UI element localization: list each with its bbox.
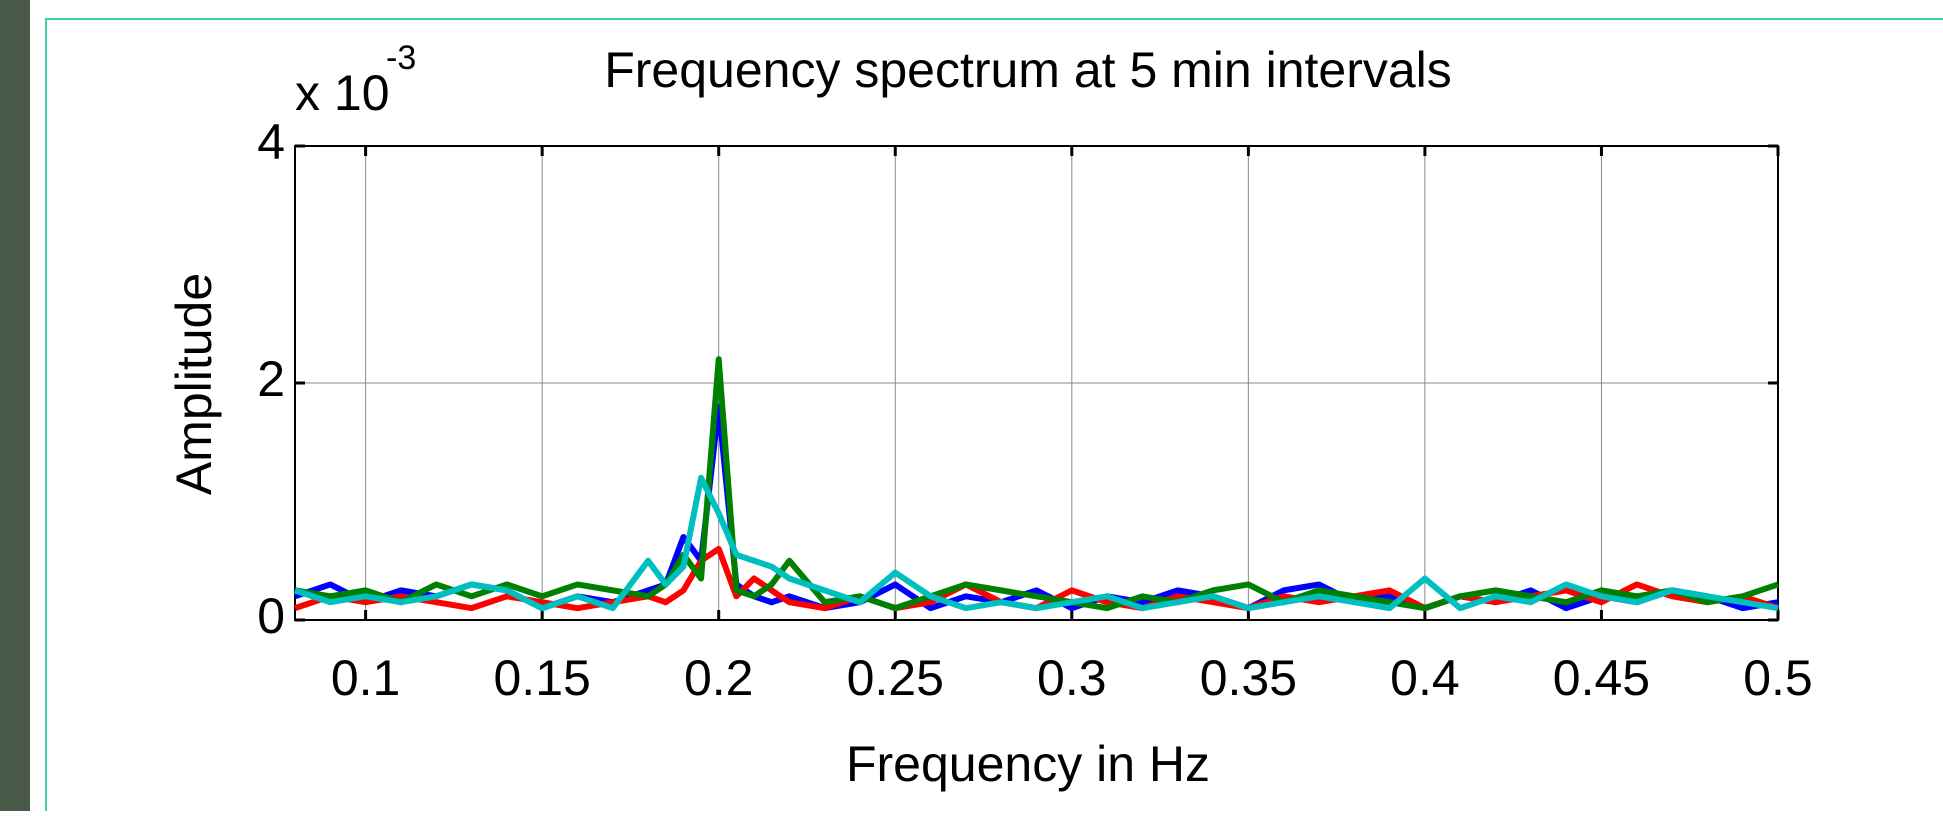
- x-tick-label: 0.45: [1553, 650, 1650, 706]
- x-tick-label: 0.35: [1200, 650, 1297, 706]
- x-tick-label: 0.2: [684, 650, 754, 706]
- x-axis-label: Frequency in Hz: [846, 736, 1210, 792]
- y-tick-label: 2: [257, 351, 285, 407]
- x-tick-label: 0.4: [1390, 650, 1460, 706]
- background-strip: [0, 0, 30, 811]
- series-line: [294, 356, 1779, 612]
- x-tick-label: 0.15: [494, 650, 591, 706]
- series-line: [294, 474, 1779, 612]
- chart-title: Frequency spectrum at 5 min intervals: [604, 42, 1452, 98]
- x-tick-label: 0.1: [331, 650, 401, 706]
- y-tick-label: 0: [257, 588, 285, 644]
- y-multiplier: x 10: [295, 65, 390, 121]
- frame: [45, 18, 1943, 816]
- y-multiplier-exponent: -3: [386, 39, 416, 77]
- y-tick-label: 4: [257, 114, 285, 170]
- x-tick-label: 0.5: [1743, 650, 1813, 706]
- y-axis-label: Amplitude: [166, 273, 222, 495]
- x-tick-label: 0.25: [847, 650, 944, 706]
- x-tick-label: 0.3: [1037, 650, 1107, 706]
- plot-frame: [294, 145, 1779, 621]
